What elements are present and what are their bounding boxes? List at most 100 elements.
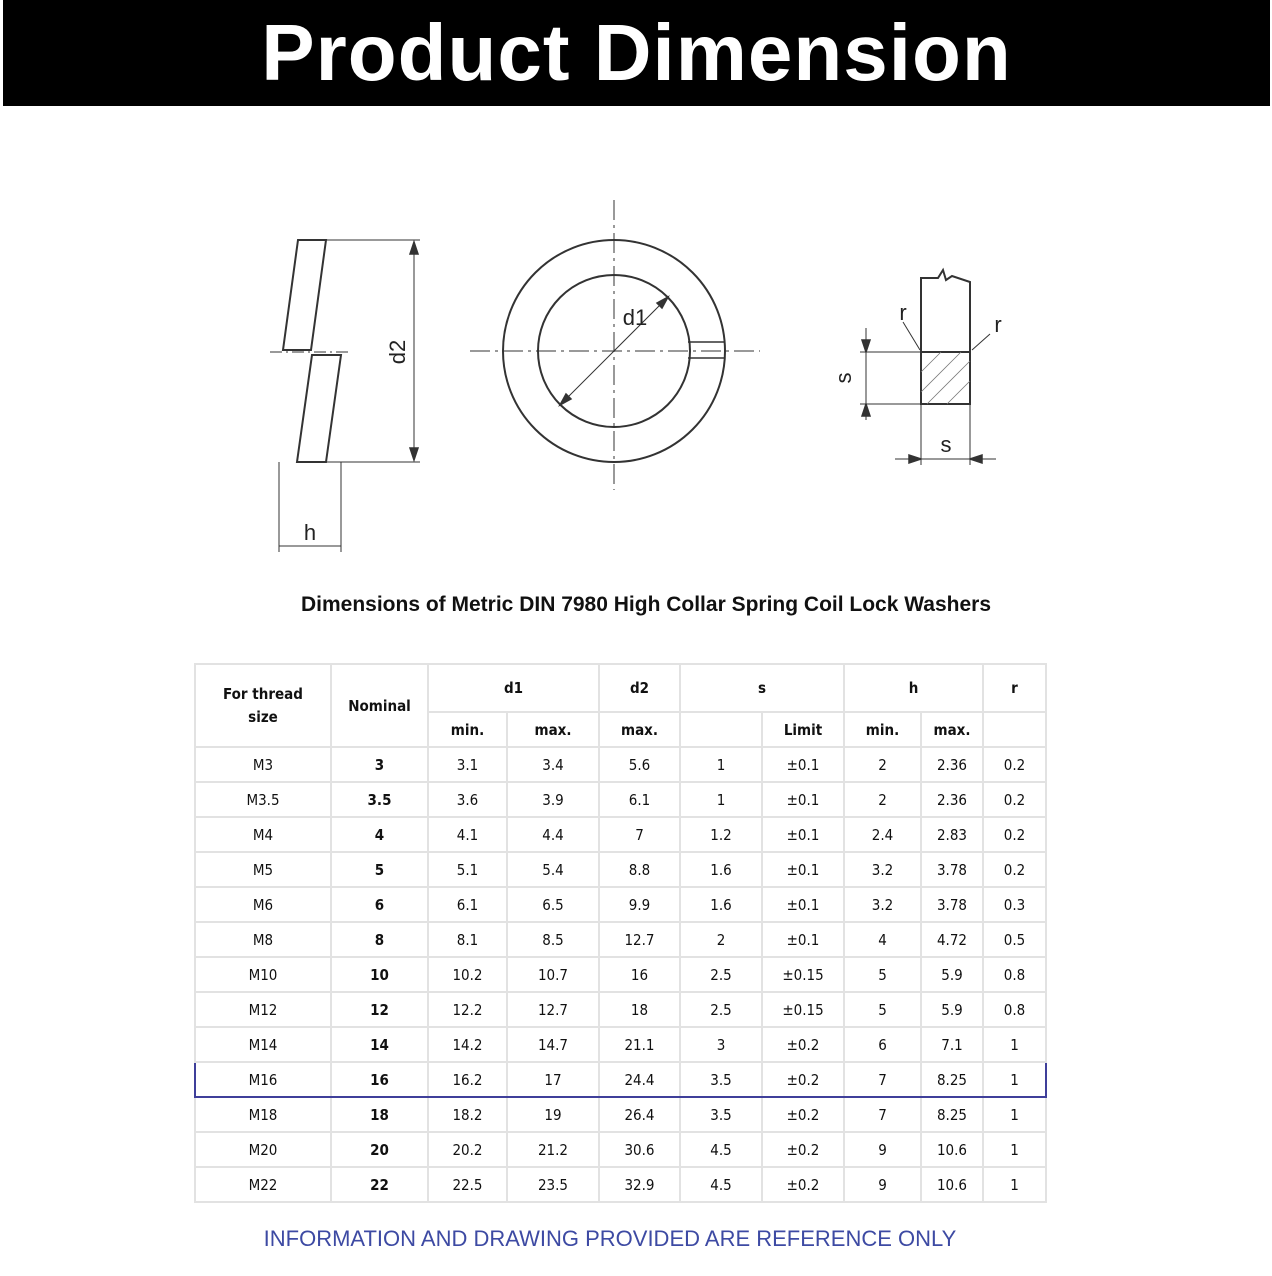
cell-r: 0.8 xyxy=(982,991,1047,1028)
cell-s: 1.6 xyxy=(679,851,763,888)
cell-thread-size: M6 xyxy=(194,886,332,923)
cell-d1-max: 3.4 xyxy=(506,746,600,783)
subheader-d1-max: max. xyxy=(506,711,600,748)
cell-h-min: 3.2 xyxy=(843,886,922,923)
cell-d1-min: 22.5 xyxy=(427,1166,508,1203)
cell-r: 1 xyxy=(982,1061,1047,1098)
cell-h-max: 7.1 xyxy=(920,1026,984,1063)
cell-nominal: 10 xyxy=(330,956,429,993)
cell-d1-min: 12.2 xyxy=(427,991,508,1028)
cell-h-max: 3.78 xyxy=(920,886,984,923)
table-row: M20 20 20.2 21.2 30.6 4.5 ±0.2 9 10.6 1 xyxy=(194,1131,1047,1168)
header-r: r xyxy=(982,663,1047,713)
cell-s: 3 xyxy=(679,1026,763,1063)
cell-d2-max: 18 xyxy=(598,991,681,1028)
cell-d1-min: 10.2 xyxy=(427,956,508,993)
header-nominal: Nominal xyxy=(330,663,429,748)
subheader-h-max: max. xyxy=(920,711,984,748)
cell-s-limit: ±0.15 xyxy=(761,991,845,1028)
cell-d2-max: 32.9 xyxy=(598,1166,681,1203)
cell-s: 1.2 xyxy=(679,816,763,853)
label-h: h xyxy=(304,520,316,545)
cell-d2-max: 16 xyxy=(598,956,681,993)
cell-nominal: 5 xyxy=(330,851,429,888)
cell-d1-max: 14.7 xyxy=(506,1026,600,1063)
cell-r: 0.8 xyxy=(982,956,1047,993)
cell-h-min: 2.4 xyxy=(843,816,922,853)
cell-d1-min: 8.1 xyxy=(427,921,508,958)
cell-h-max: 10.6 xyxy=(920,1166,984,1203)
cell-h-min: 3.2 xyxy=(843,851,922,888)
cell-thread-size: M22 xyxy=(194,1166,332,1203)
cell-s-limit: ±0.1 xyxy=(761,781,845,818)
cell-s-limit: ±0.1 xyxy=(761,851,845,888)
cell-d2-max: 12.7 xyxy=(598,921,681,958)
label-d2: d2 xyxy=(385,340,410,364)
subheader-s-value xyxy=(679,711,763,748)
cell-r: 1 xyxy=(982,1026,1047,1063)
cell-h-min: 9 xyxy=(843,1166,922,1203)
cell-nominal: 14 xyxy=(330,1026,429,1063)
cell-h-min: 7 xyxy=(843,1096,922,1133)
cell-thread-size: M3.5 xyxy=(194,781,332,818)
dimensions-table: For thread size Nominal d1 d2 s h r min.… xyxy=(194,663,1047,1203)
cell-d2-max: 26.4 xyxy=(598,1096,681,1133)
top-view: d1 xyxy=(470,200,760,490)
table-row: M10 10 10.2 10.7 16 2.5 ±0.15 5 5.9 0.8 xyxy=(194,956,1047,993)
cell-d1-max: 5.4 xyxy=(506,851,600,888)
cell-d2-max: 8.8 xyxy=(598,851,681,888)
cell-nominal: 20 xyxy=(330,1131,429,1168)
cell-d1-min: 5.1 xyxy=(427,851,508,888)
cell-h-max: 3.78 xyxy=(920,851,984,888)
subheader-d2-max: max. xyxy=(598,711,681,748)
cell-s: 4.5 xyxy=(679,1131,763,1168)
cell-h-max: 2.36 xyxy=(920,781,984,818)
cell-thread-size: M5 xyxy=(194,851,332,888)
cell-h-max: 8.25 xyxy=(920,1061,984,1098)
cell-s: 4.5 xyxy=(679,1166,763,1203)
cell-s-limit: ±0.1 xyxy=(761,816,845,853)
cell-thread-size: M16 xyxy=(194,1061,332,1098)
cell-h-min: 2 xyxy=(843,746,922,783)
cell-d1-max: 17 xyxy=(506,1061,600,1098)
header-h: h xyxy=(843,663,984,713)
washer-technical-drawing: h d2 d1 r r s s xyxy=(270,200,1002,552)
table-row: M4 4 4.1 4.4 7 1.2 ±0.1 2.4 2.83 0.2 xyxy=(194,816,1047,853)
cell-r: 0.2 xyxy=(982,851,1047,888)
cell-d1-max: 6.5 xyxy=(506,886,600,923)
cell-nominal: 4 xyxy=(330,816,429,853)
table-row: M16 16 16.2 17 24.4 3.5 ±0.2 7 8.25 1 xyxy=(194,1061,1047,1098)
cell-s: 3.5 xyxy=(679,1061,763,1098)
table-row: M12 12 12.2 12.7 18 2.5 ±0.15 5 5.9 0.8 xyxy=(194,991,1047,1028)
subheader-h-min: min. xyxy=(843,711,922,748)
side-view: h d2 xyxy=(270,239,420,552)
cell-h-min: 9 xyxy=(843,1131,922,1168)
banner-title: Product Dimension xyxy=(3,0,1270,106)
cell-nominal: 3 xyxy=(330,746,429,783)
cell-h-max: 2.36 xyxy=(920,746,984,783)
cell-h-min: 2 xyxy=(843,781,922,818)
cell-r: 1 xyxy=(982,1096,1047,1133)
cell-d1-max: 19 xyxy=(506,1096,600,1133)
table-row: M3.5 3.5 3.6 3.9 6.1 1 ±0.1 2 2.36 0.2 xyxy=(194,781,1047,818)
cell-d1-max: 8.5 xyxy=(506,921,600,958)
cell-d1-max: 10.7 xyxy=(506,956,600,993)
subheader-r xyxy=(982,711,1047,748)
cell-h-max: 2.83 xyxy=(920,816,984,853)
header-d2: d2 xyxy=(598,663,681,713)
cell-s-limit: ±0.15 xyxy=(761,956,845,993)
cell-h-min: 7 xyxy=(843,1061,922,1098)
cell-d2-max: 9.9 xyxy=(598,886,681,923)
cell-nominal: 12 xyxy=(330,991,429,1028)
cell-h-max: 10.6 xyxy=(920,1131,984,1168)
cell-d1-min: 3.1 xyxy=(427,746,508,783)
table-row: M5 5 5.1 5.4 8.8 1.6 ±0.1 3.2 3.78 0.2 xyxy=(194,851,1047,888)
cell-h-max: 8.25 xyxy=(920,1096,984,1133)
cell-d2-max: 21.1 xyxy=(598,1026,681,1063)
cell-d1-min: 14.2 xyxy=(427,1026,508,1063)
cell-thread-size: M10 xyxy=(194,956,332,993)
cell-r: 1 xyxy=(982,1131,1047,1168)
cell-d1-max: 12.7 xyxy=(506,991,600,1028)
cell-nominal: 16 xyxy=(330,1061,429,1098)
cell-h-min: 5 xyxy=(843,991,922,1028)
